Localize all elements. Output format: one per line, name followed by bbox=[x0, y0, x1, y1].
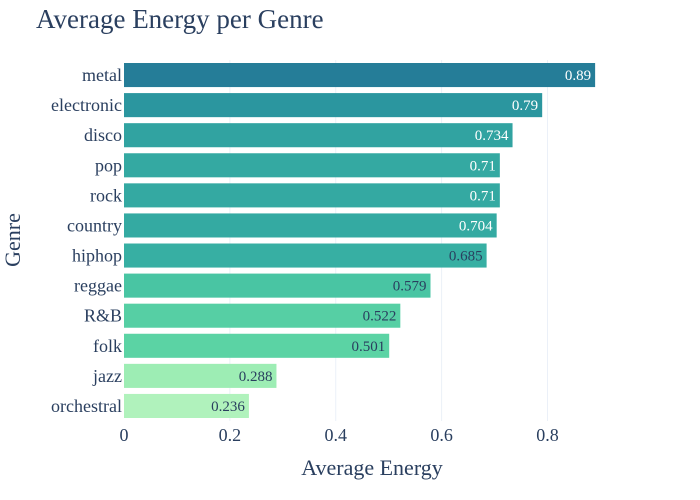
bars bbox=[124, 63, 596, 418]
category-labels: metal electronic disco pop rock country hiphop… bbox=[51, 65, 122, 416]
value-labels: 0.89 0.790.734 0.71 0.71 0.704 0.685 0.579 0.52… bbox=[211, 68, 591, 415]
category-label: rock bbox=[90, 185, 122, 205]
category-label: country bbox=[67, 215, 122, 235]
category-label: orchestral bbox=[51, 396, 122, 416]
value-label: 0.236 bbox=[211, 399, 245, 415]
value-label: 0.704 bbox=[459, 218, 493, 234]
category-label: hiphop bbox=[72, 246, 122, 266]
category-label: reggae bbox=[74, 276, 122, 296]
bar-disco bbox=[124, 123, 513, 148]
x-tick-label: 0 bbox=[120, 425, 129, 445]
value-label: 0.71 bbox=[470, 158, 496, 174]
category-label: folk bbox=[93, 336, 122, 356]
bar-reggae bbox=[124, 273, 431, 298]
value-label: 0.79 bbox=[512, 98, 538, 114]
category-label: disco bbox=[84, 125, 122, 145]
bar-electronic bbox=[124, 93, 543, 118]
x-tick-label: 0.6 bbox=[430, 425, 453, 445]
value-label: 0.734 bbox=[475, 128, 509, 144]
value-label: 0.288 bbox=[239, 369, 273, 385]
bar-country bbox=[124, 213, 497, 238]
category-label: R&B bbox=[84, 306, 122, 326]
category-label: jazz bbox=[92, 366, 122, 386]
bar-metal bbox=[124, 63, 596, 88]
bar-jazz bbox=[124, 363, 277, 388]
bar-rock bbox=[124, 183, 500, 208]
y-axis-title: Genre bbox=[0, 213, 25, 267]
bar-pop bbox=[124, 153, 500, 178]
category-label: metal bbox=[82, 65, 122, 85]
x-tick-label: 0.8 bbox=[536, 425, 559, 445]
value-label: 0.71 bbox=[470, 188, 496, 204]
gridlines bbox=[229, 60, 548, 421]
x-tick-label: 0.2 bbox=[219, 425, 242, 445]
value-label: 0.89 bbox=[565, 68, 591, 84]
bar-folk bbox=[124, 333, 390, 358]
bar-orchestral bbox=[124, 393, 249, 418]
category-label: pop bbox=[95, 155, 122, 175]
x-tick-labels: 0 0.2 0.4 0.6 0.8 bbox=[120, 425, 559, 445]
value-label: 0.579 bbox=[393, 279, 427, 295]
category-label: electronic bbox=[51, 95, 122, 115]
value-label: 0.501 bbox=[351, 339, 385, 355]
value-label: 0.685 bbox=[449, 249, 483, 265]
chart-title: Average Energy per Genre bbox=[36, 4, 324, 34]
x-axis-title: Average Energy bbox=[301, 455, 443, 480]
value-label: 0.522 bbox=[363, 309, 397, 325]
bar-hiphop bbox=[124, 243, 487, 268]
bar-r-b bbox=[124, 303, 401, 328]
x-tick-label: 0.4 bbox=[324, 425, 347, 445]
